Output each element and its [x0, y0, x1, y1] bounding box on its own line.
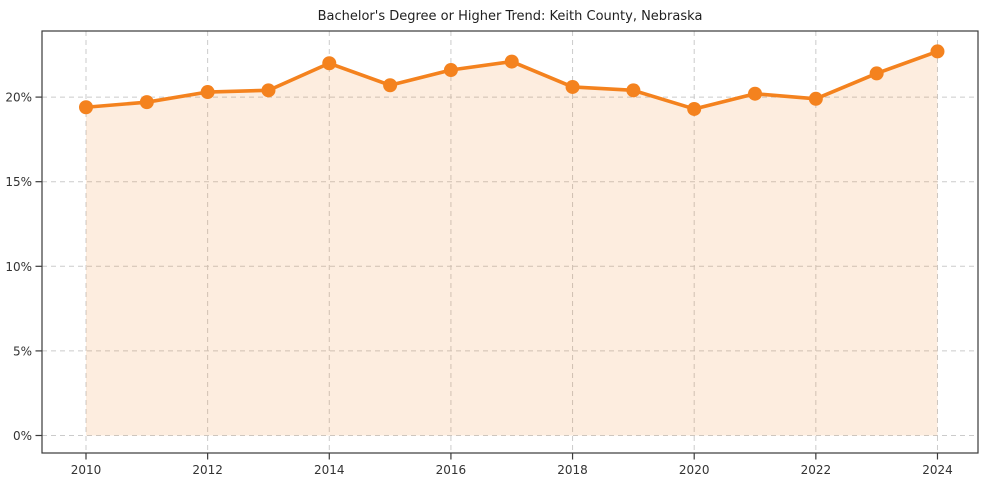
grid-lines	[42, 31, 978, 453]
data-point-marker	[930, 44, 945, 59]
y-axis: 0% 5% 10% 15% 20%	[5, 91, 42, 443]
data-point-marker	[626, 83, 641, 98]
x-axis-tick-label: 2020	[679, 463, 710, 477]
y-axis-tick-label: 0%	[13, 429, 32, 443]
data-point-marker	[383, 78, 398, 93]
x-axis-tick-label: 2010	[71, 463, 102, 477]
data-point-marker	[869, 66, 884, 81]
x-axis-tick-label: 2016	[436, 463, 467, 477]
x-axis-tick-label: 2012	[192, 463, 223, 477]
area-fill	[86, 51, 938, 436]
x-axis: 2010 2012 2014 2016 2018 2020 2022 2024	[71, 453, 953, 477]
x-axis-tick-label: 2022	[801, 463, 832, 477]
y-axis-tick-label: 15%	[5, 175, 32, 189]
data-point-marker	[322, 56, 337, 71]
data-point-marker	[443, 63, 458, 78]
data-point-marker	[565, 79, 580, 94]
data-point-marker	[808, 91, 823, 106]
data-point-marker	[261, 83, 276, 98]
x-axis-tick-label: 2014	[314, 463, 345, 477]
data-point-marker	[504, 54, 519, 69]
data-point-marker	[139, 95, 154, 110]
plot-border	[41, 30, 979, 454]
y-axis-tick-label: 10%	[5, 260, 32, 274]
y-axis-tick-label: 5%	[13, 344, 32, 358]
chart-title: Bachelor's Degree or Higher Trend: Keith…	[317, 9, 703, 24]
y-axis-tick-label: 20%	[5, 91, 32, 105]
data-point-marker	[200, 85, 215, 100]
x-axis-tick-label: 2024	[922, 463, 953, 477]
data-point-markers	[79, 44, 945, 116]
data-point-marker	[687, 101, 702, 116]
data-point-marker	[79, 100, 93, 115]
x-axis-tick-label: 2018	[557, 463, 588, 477]
data-point-marker	[748, 86, 763, 101]
